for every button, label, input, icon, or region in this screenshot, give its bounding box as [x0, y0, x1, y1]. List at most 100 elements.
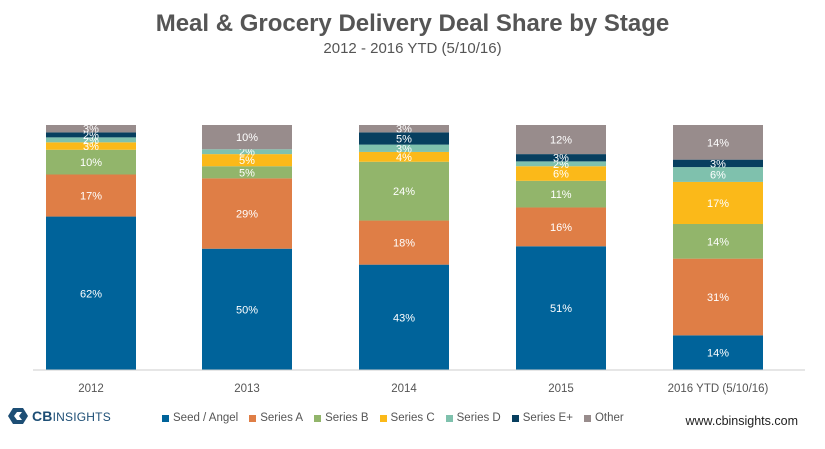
legend-label-seed-angel: Seed / Angel [173, 412, 239, 424]
data-label-2016-ytd-5-10-16-seed-angel: 14% [707, 348, 729, 360]
x-tick-label-2012: 2012 [78, 383, 104, 395]
legend-item-series-c: Series C [379, 412, 435, 424]
data-label-2015-other: 12% [550, 135, 572, 147]
data-label-2015-series-b: 11% [550, 189, 571, 201]
data-label-2013-seed-angel: 50% [236, 304, 258, 316]
bar-2014-series-e [359, 132, 449, 145]
data-label-2014-seed-angel: 43% [393, 312, 415, 324]
data-label-2015-seed-angel: 51% [550, 303, 572, 315]
data-label-2014-series-c: 4% [396, 152, 412, 164]
data-label-2013-series-c: 5% [239, 155, 255, 167]
bar-2014-series-d [359, 144, 449, 152]
bar-2014-other [359, 125, 449, 133]
bar-2013-seed-angel [202, 248, 292, 370]
legend-swatch-series-e [511, 414, 519, 422]
bar-2014-series-c [359, 151, 449, 162]
legend-label-series-a: Series A [260, 412, 304, 424]
data-label-2012-seed-angel: 62% [80, 288, 102, 300]
legend-label-series-e: Series E+ [522, 412, 573, 424]
bar-2016-ytd-5-10-16-series-b [673, 223, 763, 259]
data-label-2014-other: 3% [396, 124, 412, 136]
x-tick-label-2015: 2015 [548, 383, 574, 395]
data-label-2013-series-a: 29% [236, 209, 258, 221]
legend-label-series-c: Series C [390, 412, 435, 424]
legend-swatch-series-a [249, 414, 257, 422]
bar-2013-series-c [202, 154, 292, 167]
data-label-2016-ytd-5-10-16-series-a: 31% [707, 292, 729, 304]
bar-2012-other [46, 125, 136, 133]
bar-2013-series-a [202, 178, 292, 249]
bar-2014-series-b [359, 161, 449, 221]
data-label-2016-ytd-5-10-16-series-c: 17% [707, 198, 729, 210]
bar-2016-ytd-5-10-16-other [673, 125, 763, 160]
bar-2012-series-e [46, 132, 136, 138]
bar-2016-ytd-5-10-16-seed-angel [673, 335, 763, 370]
data-label-2012-series-b: 10% [80, 157, 102, 169]
bar-2015-series-e [516, 154, 606, 162]
data-label-2015-series-e: 3% [553, 153, 569, 165]
legend-swatch-series-d [445, 414, 453, 422]
legend-swatch-series-c [379, 414, 387, 422]
bar-2013-other [202, 125, 292, 150]
legend-label-series-d: Series D [456, 412, 501, 424]
legend-item-series-b: Series B [314, 412, 369, 424]
data-label-2012-other: 3% [83, 124, 99, 136]
logo-text-rest: INSIGHTS [52, 410, 111, 424]
data-label-2012-series-d: 2% [83, 135, 99, 147]
bar-2015-series-c [516, 166, 606, 181]
bar-2015-series-b [516, 180, 606, 208]
data-label-2013-other: 10% [236, 132, 258, 144]
bar-2015-series-a [516, 207, 606, 247]
data-label-2016-ytd-5-10-16-series-e: 3% [710, 158, 726, 170]
legend-item-series-d: Series D [445, 412, 501, 424]
bar-2016-ytd-5-10-16-series-c [673, 181, 763, 224]
bar-2015-other [516, 125, 606, 155]
bar-2015-series-d [516, 161, 606, 167]
bar-2012-series-b [46, 149, 136, 175]
legend-label-series-b: Series B [325, 412, 369, 424]
bar-2012-seed-angel [46, 216, 136, 370]
x-tick-label-2013: 2013 [234, 383, 260, 395]
legend-swatch-series-b [314, 414, 322, 422]
legend-swatch-other [583, 414, 591, 422]
data-label-2012-series-e: 2% [83, 130, 99, 142]
legend-item-seed-angel: Seed / Angel [162, 412, 238, 424]
legend-label-other: Other [594, 412, 624, 424]
bar-2013-series-d [202, 149, 292, 155]
data-label-2015-series-c: 6% [553, 169, 569, 181]
x-tick-label-2016-ytd-5-10-16: 2016 YTD (5/10/16) [668, 383, 769, 395]
x-tick-label-2014: 2014 [391, 383, 417, 395]
data-label-2012-series-a: 17% [80, 191, 102, 203]
data-label-2012-series-c: 3% [83, 141, 99, 153]
bar-2013-series-b [202, 166, 292, 179]
cb-insights-logo-icon [8, 408, 28, 424]
bar-2016-ytd-5-10-16-series-e [673, 159, 763, 168]
bar-2016-ytd-5-10-16-series-d [673, 167, 763, 182]
legend-item-series-e: Series E+ [511, 412, 573, 424]
chart-title: Meal & Grocery Delivery Deal Share by St… [155, 10, 670, 37]
data-label-2015-series-a: 16% [550, 222, 572, 234]
cb-insights-logo: CBINSIGHTS [8, 407, 111, 425]
bar-2015-seed-angel [516, 246, 606, 370]
bar-2012-series-c [46, 142, 136, 150]
bar-2012-series-d [46, 137, 136, 143]
legend-item-other: Other [583, 412, 624, 424]
bar-2014-series-a [359, 220, 449, 265]
website-url: www.cbinsights.com [685, 414, 798, 428]
data-label-2016-ytd-5-10-16-other: 14% [707, 137, 729, 149]
bar-2014-seed-angel [359, 264, 449, 370]
bar-2012-series-a [46, 174, 136, 217]
data-label-2016-ytd-5-10-16-series-b: 14% [707, 236, 729, 248]
data-label-2014-series-a: 18% [393, 238, 415, 250]
chart-subtitle: 2012 - 2016 YTD (5/10/16) [323, 40, 502, 57]
legend-item-series-a: Series A [249, 412, 303, 424]
data-label-2014-series-e: 5% [396, 133, 412, 145]
data-label-2016-ytd-5-10-16-series-d: 6% [710, 169, 726, 181]
legend-swatch-seed-angel [162, 414, 169, 422]
bar-2016-ytd-5-10-16-series-a [673, 258, 763, 336]
data-label-2014-series-d: 3% [396, 143, 412, 155]
x-tick-labels: 2012 2013 2014 2015 2016 YTD (5/10/16) [78, 383, 768, 395]
data-label-2014-series-b: 24% [393, 186, 415, 198]
logo-text-bold: CB [32, 408, 53, 424]
